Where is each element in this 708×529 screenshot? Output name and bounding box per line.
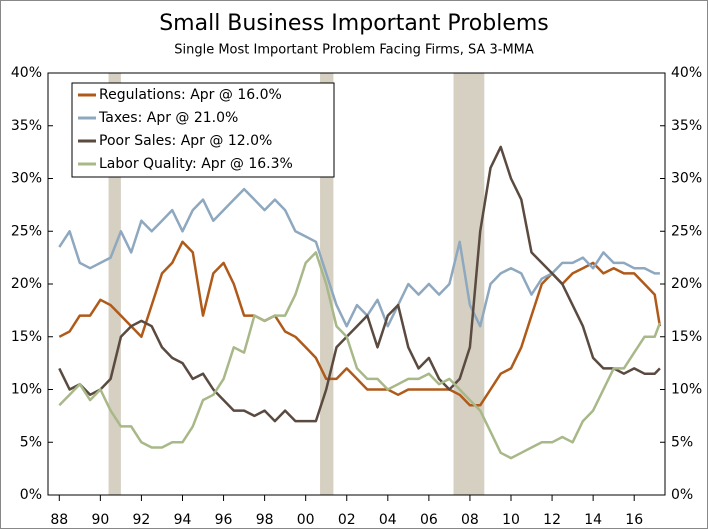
y-tick-label: 20% — [11, 276, 42, 292]
y2-tick-label: 40% — [671, 65, 702, 81]
series-line — [58, 240, 662, 407]
x-tick-label: 92 — [133, 512, 151, 528]
chart-title: Small Business Important Problems — [159, 11, 549, 36]
y2-tick-label: 35% — [671, 118, 702, 134]
legend-label: Taxes: Apr @ 21.0% — [98, 110, 238, 126]
series-line — [58, 187, 660, 328]
recession-band — [453, 73, 485, 495]
y2-tick-label: 5% — [671, 434, 693, 450]
y-tick-label: 15% — [11, 329, 42, 345]
x-tick-label: 16 — [625, 512, 643, 528]
x-tick-label: 90 — [91, 512, 109, 528]
x-tick-label: 98 — [256, 512, 274, 528]
x-tick-label: 96 — [215, 512, 233, 528]
x-tick-label: 08 — [461, 512, 479, 528]
y-tick-label: 35% — [11, 118, 42, 134]
y2-tick-label: 10% — [671, 382, 702, 398]
x-tick-label: 94 — [174, 512, 192, 528]
series-line — [58, 251, 662, 460]
plot-frame — [47, 72, 666, 496]
legend-box — [71, 82, 335, 178]
x-tick-label: 04 — [379, 512, 397, 528]
x-tick-label: 06 — [420, 512, 438, 528]
y-tick-label: 25% — [11, 223, 42, 239]
series-line — [58, 145, 661, 423]
x-tick-label: 14 — [584, 512, 602, 528]
legend-label: Regulations: Apr @ 16.0% — [99, 87, 282, 103]
x-tick-label: 02 — [338, 512, 356, 528]
y2-tick-label: 30% — [671, 171, 702, 187]
y2-tick-label: 15% — [671, 329, 702, 345]
y-tick-label: 30% — [11, 171, 42, 187]
y2-tick-label: 25% — [671, 223, 702, 239]
y-tick-label: 40% — [11, 65, 42, 81]
recession-band — [108, 73, 121, 495]
x-tick-label: 00 — [297, 512, 315, 528]
y-tick-label: 10% — [11, 382, 42, 398]
chart-subtitle: Single Most Important Problem Facing Fir… — [174, 43, 534, 58]
legend-label: Poor Sales: Apr @ 12.0% — [99, 133, 272, 149]
x-tick-label: 88 — [50, 512, 68, 528]
x-tick-label: 12 — [543, 512, 561, 528]
y-tick-label: 0% — [20, 487, 42, 503]
y2-tick-label: 20% — [671, 276, 702, 292]
legend-label: Labor Quality: Apr @ 16.3% — [99, 156, 293, 172]
y2-tick-label: 0% — [671, 487, 693, 503]
x-tick-label: 10 — [502, 512, 520, 528]
y-tick-label: 5% — [20, 434, 42, 450]
